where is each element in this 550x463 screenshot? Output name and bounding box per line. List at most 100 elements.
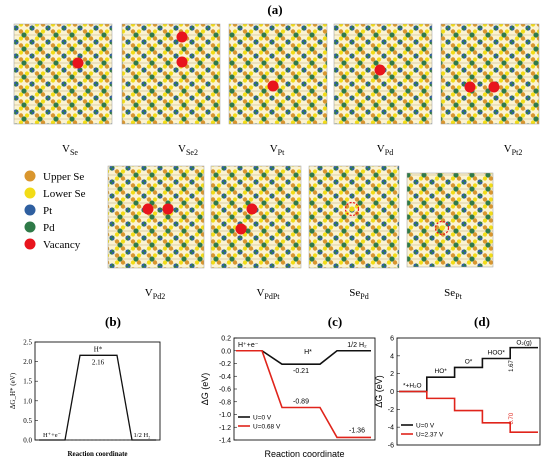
data-label: -1.36 (349, 427, 365, 434)
y-tick-label: 2.0 (23, 358, 32, 366)
structure-sepd (308, 165, 400, 269)
y-tick-label: -0.8 (219, 399, 231, 406)
y-tick-label: -0.6 (219, 387, 231, 394)
structure-vpt (228, 23, 328, 125)
structure-label: SePt (444, 287, 462, 301)
chart-legend: U=0 V U=2.37 V (401, 423, 444, 439)
legend-label: Lower Se (43, 188, 86, 200)
series-line (236, 349, 371, 439)
y-tick-label: 6 (390, 336, 394, 343)
chart-hydrogen-adsorption-pristine: 0.0 0.5 1.0 1.5 2.0 2.5 H⁺+e⁻ H* 2.16 1/2 H₂ React… (9, 339, 161, 458)
chart-her-free-energy: 0.2 0.0 -0.2 -0.4 -0.6 -0.8 -1.0 -1.2 -1.4 H⁺+e⁻ H… (200, 336, 376, 459)
state-label: 1/2 H₂ (347, 342, 367, 349)
vacancy-marker (246, 203, 258, 215)
structure-vse (13, 23, 113, 125)
x-axis-label: Reaction coordinate (67, 450, 127, 458)
legend-label: Upper Se (43, 171, 84, 183)
legend-label: U=0 V (253, 415, 272, 422)
legend-entry: Vacancy (24, 238, 81, 251)
legend-label: Pt (43, 205, 52, 217)
y-tick-label: 0.2 (221, 336, 231, 343)
legend-swatch (24, 238, 36, 250)
panel-label-b: (b) (105, 314, 121, 329)
legend-entry: Upper Se (24, 170, 84, 183)
vacancy-marker (142, 203, 154, 215)
x-axis-label: Reaction coordinate (264, 449, 344, 459)
series-line (399, 346, 538, 393)
series-line (399, 390, 538, 433)
structure-vpd (333, 23, 433, 125)
data-label: -0.21 (293, 368, 309, 375)
data-label: 2.16 (92, 358, 105, 366)
data-label: 1.67 (509, 360, 515, 372)
y-tick-label: 1.0 (23, 397, 32, 405)
legend-label: U=0.68 V (253, 424, 281, 431)
legend-entry: Pd (24, 221, 55, 234)
state-label: H⁺+e⁻ (43, 432, 62, 439)
structure-label: VSe2 (178, 143, 198, 157)
data-label: -0.89 (293, 398, 309, 405)
y-tick-label: -1.2 (219, 425, 231, 432)
y-tick-label: 0.0 (221, 348, 231, 355)
structure-vpt2 (440, 23, 540, 125)
panel-label-d: (d) (474, 314, 490, 329)
y-tick-label: 0 (390, 389, 394, 396)
y-axis-label: ΔG_H* (eV) (9, 372, 17, 409)
structure-label: VPt2 (504, 143, 523, 157)
vacancy-marker (176, 31, 188, 43)
legend-swatch (24, 221, 36, 233)
y-tick-label: -0.2 (219, 361, 231, 368)
y-tick-label: -6 (388, 443, 394, 450)
y-axis-label: ΔG (eV) (374, 375, 384, 408)
legend-label: Pd (43, 222, 55, 234)
y-tick-label: -2 (388, 407, 394, 414)
state-label: H⁺+e⁻ (238, 342, 259, 349)
y-tick-label: 2.5 (23, 339, 32, 347)
chart-legend: U=0 V U=0.68 V (238, 415, 281, 431)
state-label: H* (94, 345, 103, 353)
vacancy-marker (235, 223, 247, 235)
y-axis-label: ΔG (eV) (200, 373, 210, 406)
antisite-marker (344, 201, 360, 217)
vacancy-marker (374, 64, 386, 76)
energy-profile (39, 354, 156, 441)
plot-frame (34, 341, 161, 441)
state-label: *+H₂O (403, 383, 422, 390)
y-tick-label: -1.0 (219, 412, 231, 419)
legend: Upper Se Lower Se Pt Pd Vacancy (24, 170, 86, 251)
structure-vse2 (121, 23, 221, 125)
panel-label-a: (a) (267, 2, 282, 17)
structure-sept (406, 172, 494, 268)
structure-vpdpt (210, 165, 302, 269)
legend-label: U=0 V (416, 423, 435, 430)
legend-swatch (24, 170, 36, 182)
legend-entry: Lower Se (24, 187, 86, 200)
vacancy-marker (464, 81, 476, 93)
state-label: H* (304, 349, 312, 356)
legend-label: Vacancy (43, 239, 81, 251)
legend-entry: Pt (24, 204, 52, 217)
y-tick-label: -0.4 (219, 374, 231, 381)
structure-label: SePd (349, 287, 368, 301)
legend-swatch (24, 187, 36, 199)
vacancy-marker (72, 57, 84, 69)
y-tick-label: 2 (390, 371, 394, 378)
vacancy-marker (162, 203, 174, 215)
state-label: 1/2 H₂ (134, 432, 151, 439)
legend-label: U=2.37 V (416, 432, 444, 439)
panel-label-c: (c) (328, 314, 342, 329)
vacancy-marker (267, 80, 279, 92)
state-label: HO* (435, 368, 448, 375)
structure-label: VSe (62, 143, 78, 157)
y-tick-label: 1.5 (23, 378, 32, 386)
structure-label: VPd2 (145, 287, 165, 301)
y-tick-label: -1.4 (219, 438, 231, 445)
state-label: O₂(g) (516, 340, 532, 347)
state-label: HOO* (488, 350, 506, 357)
structure-vpd2 (107, 165, 205, 269)
antisite-marker (434, 220, 450, 236)
vacancy-marker (488, 81, 500, 93)
state-label: O* (465, 358, 473, 365)
data-label: 0.70 (509, 412, 515, 424)
